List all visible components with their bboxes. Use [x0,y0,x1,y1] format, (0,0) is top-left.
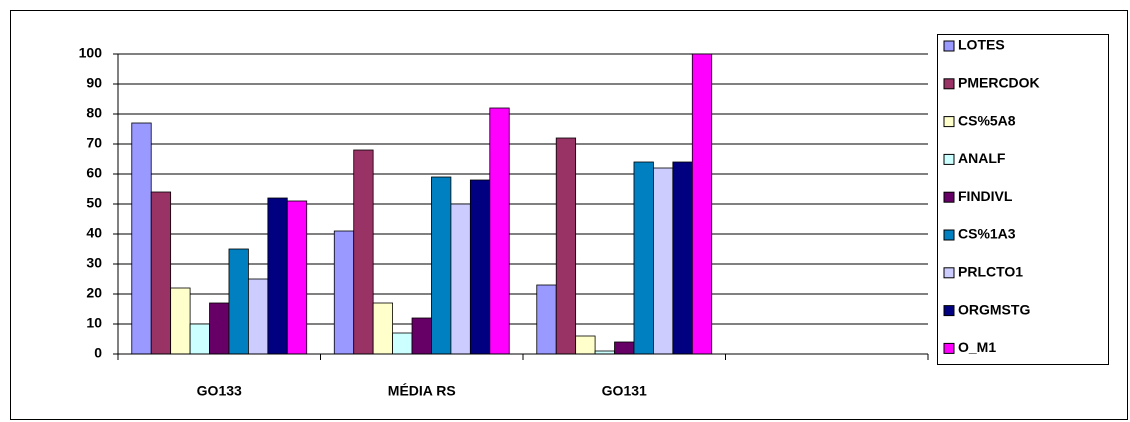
x-tick-label: MÉDIA RS [388,383,456,399]
legend-swatch [943,116,955,128]
legend-label: ANALF [958,150,1006,166]
legend-box [937,34,1109,365]
y-tick-label: 100 [79,45,103,61]
legend-swatch [943,78,955,90]
legend-swatch [943,342,955,354]
bar [209,302,230,355]
legend-swatch [943,229,955,241]
y-tick-label: 60 [86,165,102,181]
y-tick-label: 90 [86,75,102,91]
legend-label: PRLCTO1 [958,264,1023,280]
legend-swatch [943,305,955,317]
y-tick-label: 20 [86,285,102,301]
y-tick-label: 70 [86,135,102,151]
bar [672,161,693,355]
bar [131,122,152,355]
bar [333,230,355,355]
bar [431,176,452,355]
bar [575,335,596,355]
legend-label: O_M1 [958,339,996,355]
bar [286,200,308,355]
bar [267,197,288,355]
bar [469,179,491,355]
legend-label: CS%5A8 [958,112,1016,128]
bar [353,149,374,355]
y-tick-label: 50 [86,195,102,211]
bar [633,161,654,355]
legend-swatch [943,191,955,203]
x-tick-label: GO131 [602,383,647,399]
x-tick-label: GO133 [197,383,242,399]
bar [150,191,172,355]
legend-swatch [943,40,955,52]
bar [228,248,249,355]
legend-swatch [943,153,955,165]
legend-label: PMERCDOK [958,75,1040,91]
bar [450,203,471,355]
bar [189,323,210,355]
bar [555,137,577,355]
bar [536,284,557,355]
legend-label: ORGMSTG [958,301,1030,317]
bar [170,287,191,355]
bar [691,53,713,355]
bar [489,107,510,355]
bar [392,332,413,355]
bar [614,341,635,355]
y-tick-label: 40 [86,225,102,241]
legend-swatch [943,267,955,279]
bar [372,302,393,355]
y-tick-label: 80 [86,105,102,121]
legend-label: FINDIVL [958,188,1013,204]
legend-label: CS%1A3 [958,226,1016,242]
y-tick-label: 0 [94,345,102,361]
bar [411,317,432,355]
legend-label: LOTES [958,37,1005,53]
bar [248,278,269,355]
y-tick-label: 10 [86,315,102,331]
y-tick-label: 30 [86,255,102,271]
bar [653,167,674,355]
